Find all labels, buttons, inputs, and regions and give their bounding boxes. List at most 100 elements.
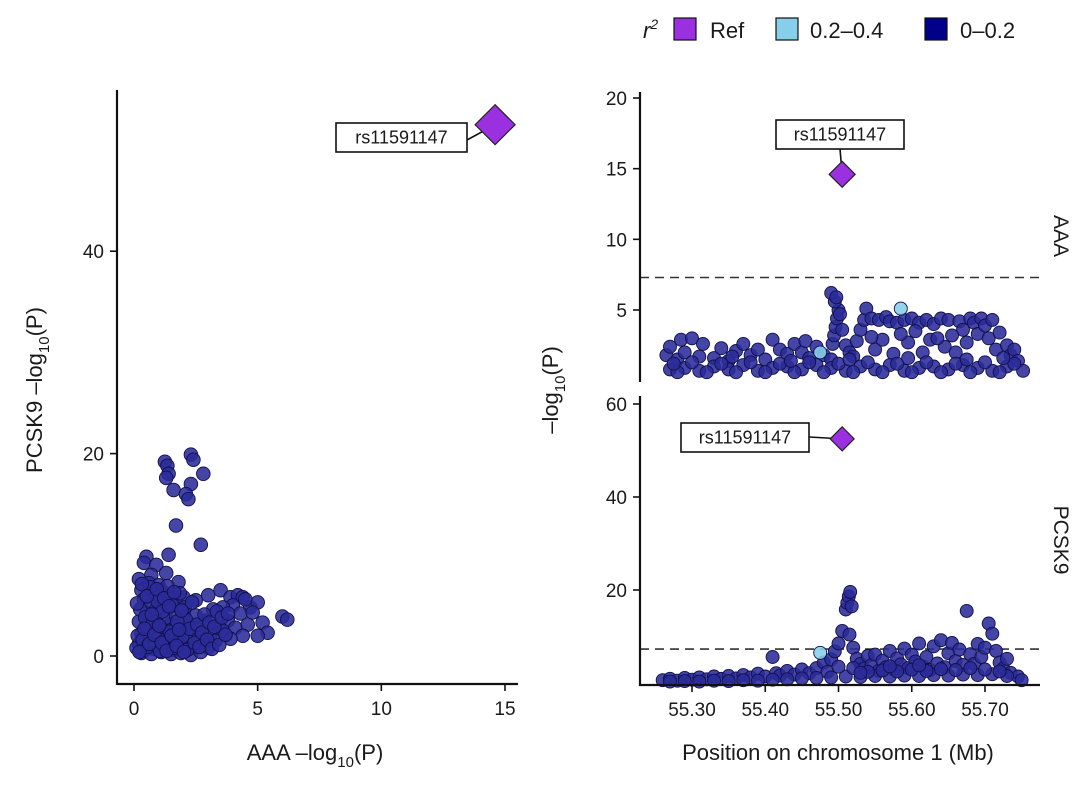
- aaa-ticks: 5 10 15 20: [606, 89, 640, 322]
- pcsk9-point: [992, 664, 1007, 679]
- aaa-point: [833, 307, 847, 322]
- pcsk9-y-tick-label: 20: [606, 581, 627, 602]
- left-point: [174, 603, 189, 618]
- aaa-panel-label: AAA: [1049, 215, 1072, 257]
- aaa-point: [985, 312, 1000, 327]
- legend: r2 Ref 0.2–0.4 0–0.2: [643, 16, 1015, 43]
- left-y-tick-label: 0: [93, 647, 104, 668]
- pcsk9-point: [934, 662, 948, 676]
- pcsk9-point: [831, 659, 846, 674]
- aaa-ref-diamond: [828, 160, 857, 189]
- aaa-point: [765, 332, 780, 347]
- left-points: [129, 447, 295, 663]
- pcsk9-point: [948, 663, 963, 677]
- aaa-point: [945, 328, 959, 343]
- aaa-ref-label-box: [775, 119, 905, 150]
- aaa-y-tick-label: 5: [616, 301, 627, 322]
- legend-title-sup: 2: [649, 16, 658, 32]
- pcsk9-y-tick-label: 60: [606, 395, 627, 416]
- left-point: [220, 606, 236, 621]
- left-point: [176, 644, 192, 660]
- pcsk9-points: [655, 584, 1029, 689]
- left-point: [171, 622, 187, 637]
- aaa-point: [908, 324, 923, 339]
- aaa-point: [666, 356, 681, 371]
- pcsk9-point: [912, 636, 927, 651]
- aaa-points: [659, 286, 1031, 380]
- left-point: [144, 607, 160, 622]
- pcsk9-point: [989, 643, 1003, 658]
- left-ref-label: rs11591147: [355, 128, 447, 148]
- legend-title: r2: [643, 16, 658, 43]
- pcsk9-x-tick-label: 55.40: [741, 700, 789, 721]
- left-x-tick-label: 5: [252, 699, 263, 720]
- aaa-point: [930, 331, 945, 346]
- pcsk9-point: [794, 671, 809, 686]
- pcsk9-x-tick-label: 55.50: [815, 700, 863, 721]
- pcsk9-point: [912, 658, 927, 673]
- aaa-point: [1007, 356, 1022, 371]
- aaa-y-tick-label: 10: [606, 230, 627, 251]
- aaa-point: [783, 353, 798, 368]
- aaa-point: [736, 336, 751, 351]
- aaa-point: [959, 335, 974, 350]
- right-top-panel: 5 10 15 20 rs11591147 AAA: [606, 89, 1072, 382]
- left-point: [238, 592, 253, 607]
- pcsk9-point: [844, 599, 859, 614]
- right-bottom-panel: 20 40 60 55.30 55.40 55.50 55.60 55.70 rs115911…: [538, 346, 1072, 765]
- pcsk9-x-tick-label: 55.30: [668, 700, 716, 721]
- right-y-title-tail: (P): [538, 346, 563, 375]
- left-point: [168, 518, 184, 533]
- aaa-point: [842, 352, 857, 367]
- left-point: [132, 644, 147, 660]
- pcsk9-x-tick-label: 55.60: [888, 700, 936, 721]
- left-point: [186, 452, 201, 467]
- pcsk9-point: [780, 672, 795, 687]
- left-ref-label-box: [335, 122, 468, 153]
- left-y-title-tail: (P): [22, 307, 47, 336]
- pcsk9-point: [959, 603, 974, 618]
- aaa-point: [934, 365, 948, 380]
- aaa-point: [963, 365, 978, 380]
- pcsk9-ref-diamond: [829, 426, 856, 452]
- legend-label-mid: 0.2–0.4: [810, 18, 883, 43]
- right-y-title: –log10(P): [538, 346, 569, 434]
- left-point: [151, 618, 167, 633]
- pcsk9-point: [1000, 651, 1014, 666]
- left-point: [134, 576, 150, 592]
- pcsk9-point: [843, 584, 858, 599]
- left-panel: 0 20 40 0 5 10 15 rs11591147 AAA –log10(P) PCS…: [22, 90, 518, 771]
- left-x-tick-label: 10: [371, 699, 392, 720]
- aaa-point: [743, 355, 758, 370]
- pcsk9-ref-label-box: [680, 422, 810, 453]
- aaa-ref-group: rs11591147: [775, 119, 905, 189]
- legend-label-ref: Ref: [710, 18, 745, 43]
- pcsk9-point: [978, 662, 992, 677]
- left-point: [136, 555, 152, 571]
- aaa-point: [992, 325, 1007, 340]
- pcsk9-point: [842, 627, 857, 642]
- left-ref-diamond: [474, 103, 516, 146]
- aaa-point: [901, 351, 916, 366]
- legend-label-low: 0–0.2: [960, 18, 1015, 43]
- aaa-point: [978, 355, 992, 370]
- left-point: [161, 599, 177, 614]
- left-y-title: PCSK9 –log10(P): [22, 307, 53, 473]
- pcsk9-point: [663, 674, 677, 689]
- left-point: [245, 605, 260, 620]
- pcsk9-panel-label: PCSK9: [1049, 506, 1072, 575]
- aaa-point: [714, 356, 729, 371]
- pcsk9-point: [882, 659, 897, 674]
- aaa-mid-point: [893, 301, 908, 316]
- aaa-point: [890, 356, 905, 371]
- left-point: [158, 565, 174, 581]
- aaa-point: [829, 290, 844, 305]
- aaa-point: [798, 334, 813, 349]
- left-x-tick-label: 15: [494, 699, 515, 720]
- pcsk9-point: [809, 670, 824, 685]
- left-point: [250, 628, 265, 644]
- aaa-point: [729, 365, 743, 380]
- aaa-point: [685, 331, 699, 346]
- aaa-mid-point: [813, 345, 828, 360]
- aaa-point: [696, 336, 710, 351]
